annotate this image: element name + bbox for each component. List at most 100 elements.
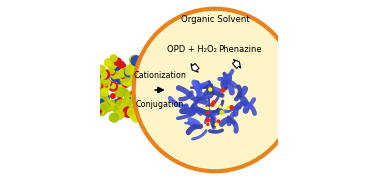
Circle shape [108, 67, 115, 74]
Circle shape [125, 91, 135, 102]
Circle shape [104, 72, 107, 76]
Circle shape [217, 120, 220, 123]
Circle shape [108, 59, 118, 68]
Circle shape [113, 84, 121, 92]
Circle shape [121, 103, 127, 110]
Circle shape [122, 78, 128, 84]
Circle shape [123, 108, 133, 117]
Circle shape [152, 97, 157, 102]
Text: Organic Solvent: Organic Solvent [181, 15, 249, 24]
Circle shape [115, 74, 123, 82]
Circle shape [118, 69, 127, 78]
Circle shape [206, 107, 209, 109]
Circle shape [91, 91, 101, 101]
Circle shape [125, 68, 132, 75]
Circle shape [145, 88, 151, 94]
Circle shape [131, 56, 141, 66]
Circle shape [153, 81, 160, 88]
Circle shape [138, 84, 144, 90]
Circle shape [93, 79, 99, 85]
Circle shape [112, 69, 116, 72]
Circle shape [88, 75, 97, 84]
Circle shape [109, 105, 114, 110]
Circle shape [219, 106, 221, 108]
Circle shape [129, 96, 133, 101]
Circle shape [220, 111, 224, 114]
Circle shape [127, 95, 135, 103]
Circle shape [149, 70, 153, 74]
Circle shape [137, 99, 147, 109]
Circle shape [124, 68, 133, 77]
Circle shape [129, 111, 133, 115]
Circle shape [132, 114, 136, 118]
Circle shape [134, 71, 139, 75]
Circle shape [230, 106, 233, 109]
Circle shape [110, 55, 117, 62]
Text: Conjugation: Conjugation [136, 100, 184, 109]
Circle shape [99, 109, 104, 113]
Circle shape [108, 82, 118, 91]
Circle shape [127, 108, 136, 117]
Circle shape [129, 102, 138, 111]
Polygon shape [232, 59, 241, 68]
Circle shape [102, 98, 107, 104]
Circle shape [212, 101, 215, 104]
Circle shape [133, 110, 139, 116]
Circle shape [112, 106, 117, 111]
Circle shape [96, 105, 107, 116]
Circle shape [118, 81, 123, 86]
Circle shape [99, 99, 103, 104]
Circle shape [130, 72, 136, 77]
Circle shape [84, 88, 94, 98]
Circle shape [130, 108, 135, 113]
Circle shape [122, 80, 130, 87]
Circle shape [138, 96, 143, 101]
Circle shape [110, 100, 115, 104]
Circle shape [119, 105, 130, 116]
Circle shape [115, 69, 124, 78]
Circle shape [99, 97, 104, 102]
Circle shape [97, 65, 105, 74]
Circle shape [115, 92, 119, 97]
Circle shape [140, 71, 147, 78]
Circle shape [206, 118, 209, 122]
Circle shape [118, 80, 121, 84]
Circle shape [221, 89, 225, 92]
Circle shape [128, 105, 139, 115]
Circle shape [101, 99, 112, 110]
Circle shape [98, 87, 108, 98]
Circle shape [145, 93, 156, 103]
Circle shape [130, 56, 139, 65]
Circle shape [136, 95, 142, 101]
Circle shape [135, 91, 143, 99]
Circle shape [115, 110, 124, 119]
Circle shape [116, 99, 123, 107]
Circle shape [101, 70, 110, 79]
Circle shape [139, 87, 147, 96]
Circle shape [139, 102, 143, 105]
Circle shape [227, 106, 230, 110]
Circle shape [110, 70, 115, 75]
Circle shape [103, 73, 109, 79]
Circle shape [127, 102, 139, 113]
Circle shape [131, 67, 139, 75]
Circle shape [149, 91, 157, 100]
Circle shape [132, 113, 140, 122]
Circle shape [124, 107, 133, 116]
Circle shape [118, 98, 121, 101]
Circle shape [105, 104, 109, 108]
Circle shape [130, 68, 136, 74]
Circle shape [88, 95, 96, 103]
Circle shape [99, 71, 107, 79]
Circle shape [133, 89, 144, 100]
Circle shape [117, 68, 124, 75]
Circle shape [120, 82, 125, 87]
Circle shape [102, 75, 109, 83]
Circle shape [101, 93, 109, 101]
Circle shape [124, 76, 133, 86]
Circle shape [126, 99, 132, 105]
Circle shape [142, 76, 146, 80]
Circle shape [119, 73, 129, 82]
Circle shape [88, 90, 94, 96]
Circle shape [111, 73, 120, 81]
